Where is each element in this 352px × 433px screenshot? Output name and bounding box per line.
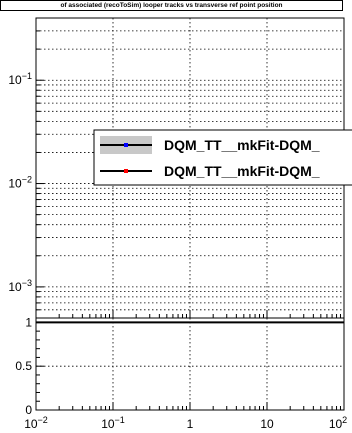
- ratio-y-tick-label: 1: [25, 315, 32, 329]
- x-tick-label: 10: [260, 417, 274, 431]
- legend-series2-marker: [124, 169, 128, 173]
- legend: DQM_TT__mkFit-DQM_ DQM_TT__mkFit-DQM_: [93, 129, 352, 186]
- legend-series1-marker: [124, 143, 128, 147]
- ratio-panel: 00.51: [15, 315, 345, 417]
- x-tick-label: 10−2: [24, 415, 48, 431]
- ratio-panel-frame: [35, 317, 345, 411]
- x-axis: 10−2 10−1 1 10 102: [24, 310, 347, 431]
- x-tick-label: 10−1: [101, 415, 125, 431]
- x-tick-label: 102: [329, 415, 347, 431]
- legend-series1-label: DQM_TT__mkFit-DQM_: [164, 137, 320, 153]
- ratio-y-tick-label: 0.5: [15, 359, 32, 373]
- y-tick-label: 10−1: [8, 71, 32, 87]
- x-tick-label: 1: [187, 417, 194, 431]
- plot-title: of associated (recoToSim) looper tracks …: [0, 0, 343, 11]
- y-tick-label: 10−3: [8, 278, 32, 294]
- y-tick-label: 10−2: [8, 175, 32, 191]
- legend-series2-label: DQM_TT__mkFit-DQM_: [164, 163, 320, 179]
- ratio-y-tick-label: 0: [25, 403, 32, 417]
